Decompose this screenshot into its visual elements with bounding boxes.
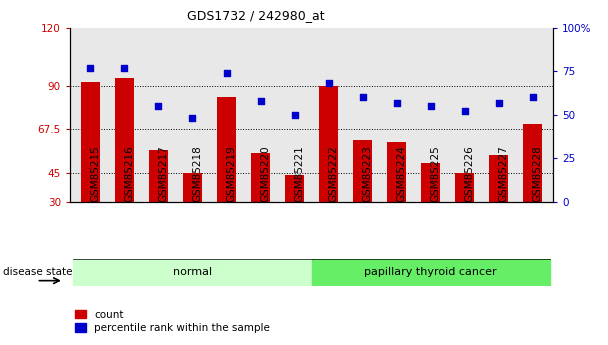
Bar: [387, 142, 406, 202]
Point: [154, 103, 164, 109]
Point: [120, 65, 130, 70]
Point: [256, 98, 266, 104]
Point: [494, 100, 503, 105]
Bar: [523, 125, 542, 202]
Text: GSM85224: GSM85224: [396, 145, 407, 202]
Bar: [81, 82, 100, 202]
Text: GSM85228: GSM85228: [533, 145, 543, 202]
Text: GSM85226: GSM85226: [465, 145, 475, 202]
Text: GSM85216: GSM85216: [125, 145, 134, 202]
Text: normal: normal: [173, 267, 212, 277]
Point: [222, 70, 232, 76]
Point: [188, 116, 198, 121]
Point: [358, 95, 367, 100]
Bar: [183, 173, 202, 202]
Text: GSM85220: GSM85220: [261, 145, 271, 202]
Bar: [115, 78, 134, 202]
Point: [290, 112, 300, 118]
Point: [528, 95, 537, 100]
Bar: [421, 163, 440, 202]
Bar: [149, 150, 168, 202]
Bar: [251, 154, 270, 202]
Text: GSM85218: GSM85218: [193, 145, 202, 202]
Text: GSM85221: GSM85221: [295, 145, 305, 202]
Bar: [285, 175, 304, 202]
Text: disease state: disease state: [3, 267, 72, 277]
Bar: [353, 140, 372, 202]
Point: [460, 108, 469, 114]
Text: GSM85222: GSM85222: [328, 145, 339, 202]
Point: [323, 81, 333, 86]
Bar: [217, 97, 236, 202]
Legend: count, percentile rank within the sample: count, percentile rank within the sample: [75, 310, 270, 333]
Text: GSM85227: GSM85227: [499, 145, 509, 202]
Point: [426, 103, 435, 109]
Text: GSM85215: GSM85215: [91, 145, 100, 202]
Text: GSM85217: GSM85217: [159, 145, 168, 202]
Bar: [489, 155, 508, 202]
Text: papillary thyroid cancer: papillary thyroid cancer: [364, 267, 497, 277]
Text: GSM85225: GSM85225: [430, 145, 441, 202]
Text: GSM85223: GSM85223: [362, 145, 373, 202]
Text: GSM85219: GSM85219: [227, 145, 237, 202]
Bar: [319, 86, 338, 202]
Point: [86, 65, 95, 70]
Text: GDS1732 / 242980_at: GDS1732 / 242980_at: [187, 9, 324, 22]
Bar: [455, 173, 474, 202]
Point: [392, 100, 401, 105]
